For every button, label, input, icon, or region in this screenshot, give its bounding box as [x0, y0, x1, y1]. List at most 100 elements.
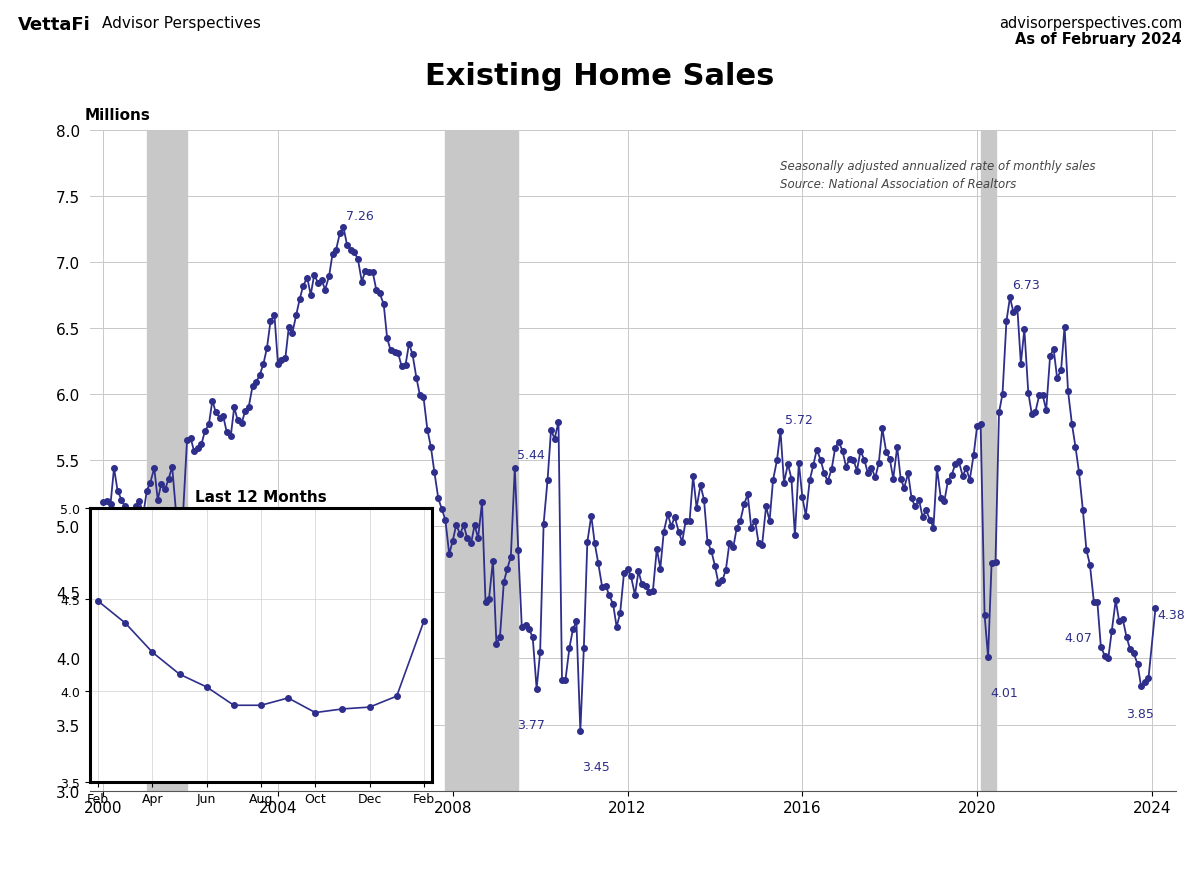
Point — [670, 525, 689, 539]
Point — [964, 448, 983, 462]
Point — [1004, 306, 1024, 320]
Point — [880, 452, 899, 466]
Point — [332, 702, 352, 716]
Point — [272, 353, 292, 367]
Point — [872, 422, 892, 436]
Text: As of February 2024: As of February 2024 — [1015, 32, 1182, 47]
Point — [1114, 612, 1133, 626]
Point — [143, 646, 162, 660]
Point — [982, 557, 1001, 571]
Point — [851, 444, 870, 458]
Point — [370, 287, 389, 301]
Point — [389, 347, 408, 361]
Point — [250, 369, 269, 383]
Point — [316, 283, 335, 297]
Point — [473, 496, 492, 510]
Point — [97, 494, 116, 508]
Point — [1008, 302, 1027, 315]
Point — [217, 426, 236, 440]
Text: 4.07: 4.07 — [1064, 631, 1092, 644]
Point — [654, 525, 673, 539]
Point — [414, 390, 433, 404]
Point — [276, 352, 295, 366]
Point — [462, 537, 481, 551]
Point — [1117, 631, 1136, 645]
Point — [986, 555, 1006, 569]
Point — [378, 332, 397, 346]
Point — [702, 545, 721, 559]
Point — [301, 289, 320, 302]
Point — [956, 461, 976, 475]
Point — [392, 360, 412, 374]
Point — [498, 562, 517, 576]
Point — [306, 706, 325, 720]
Point — [978, 650, 997, 664]
Point — [257, 342, 276, 355]
Point — [512, 620, 532, 634]
Point — [1001, 291, 1020, 305]
Point — [593, 580, 612, 594]
Point — [552, 673, 571, 687]
Point — [640, 586, 659, 600]
Point — [815, 467, 834, 481]
Text: Advisor Perspectives: Advisor Perspectives — [102, 16, 260, 30]
Point — [278, 691, 298, 705]
Point — [360, 700, 379, 714]
Point — [210, 411, 229, 425]
Point — [604, 598, 623, 612]
Point — [235, 405, 254, 419]
Point — [770, 425, 790, 439]
Point — [115, 616, 134, 630]
Point — [854, 454, 874, 468]
Point — [119, 509, 138, 523]
Point — [862, 461, 881, 475]
Point — [902, 492, 922, 506]
Point — [865, 471, 884, 485]
Point — [680, 514, 700, 528]
Point — [269, 357, 288, 371]
Point — [287, 308, 306, 322]
Point — [571, 725, 590, 739]
Point — [94, 496, 113, 510]
Point — [614, 566, 634, 580]
Text: 5.44: 5.44 — [517, 449, 545, 462]
Point — [305, 269, 324, 282]
Point — [374, 298, 394, 312]
Point — [607, 620, 626, 634]
Title: Last 12 Months: Last 12 Months — [196, 489, 326, 504]
Point — [917, 504, 936, 518]
Point — [396, 359, 415, 373]
Text: advisorperspectives.com: advisorperspectives.com — [998, 16, 1182, 30]
Point — [625, 588, 644, 602]
Point — [101, 497, 120, 511]
Point — [629, 565, 648, 579]
Point — [367, 283, 386, 297]
Bar — [146, 130, 187, 791]
Point — [1019, 386, 1038, 400]
Point — [148, 494, 167, 507]
Point — [145, 461, 164, 475]
Point — [178, 434, 197, 448]
Point — [1121, 642, 1140, 656]
Point — [112, 494, 131, 507]
Point — [1022, 408, 1042, 421]
Point — [428, 492, 448, 506]
Point — [833, 444, 852, 458]
Point — [224, 699, 244, 713]
Bar — [445, 130, 518, 791]
Point — [745, 514, 764, 528]
Point — [214, 410, 233, 424]
Point — [910, 494, 929, 507]
Point — [364, 266, 383, 280]
Point — [403, 348, 422, 362]
Point — [534, 517, 553, 531]
Point — [942, 468, 961, 482]
Point — [108, 484, 127, 498]
Point — [151, 477, 170, 491]
Point — [1051, 364, 1070, 378]
Point — [818, 474, 838, 488]
Text: Millions: Millions — [84, 108, 150, 123]
Point — [596, 579, 616, 593]
Point — [294, 279, 313, 293]
Point — [1139, 672, 1158, 686]
